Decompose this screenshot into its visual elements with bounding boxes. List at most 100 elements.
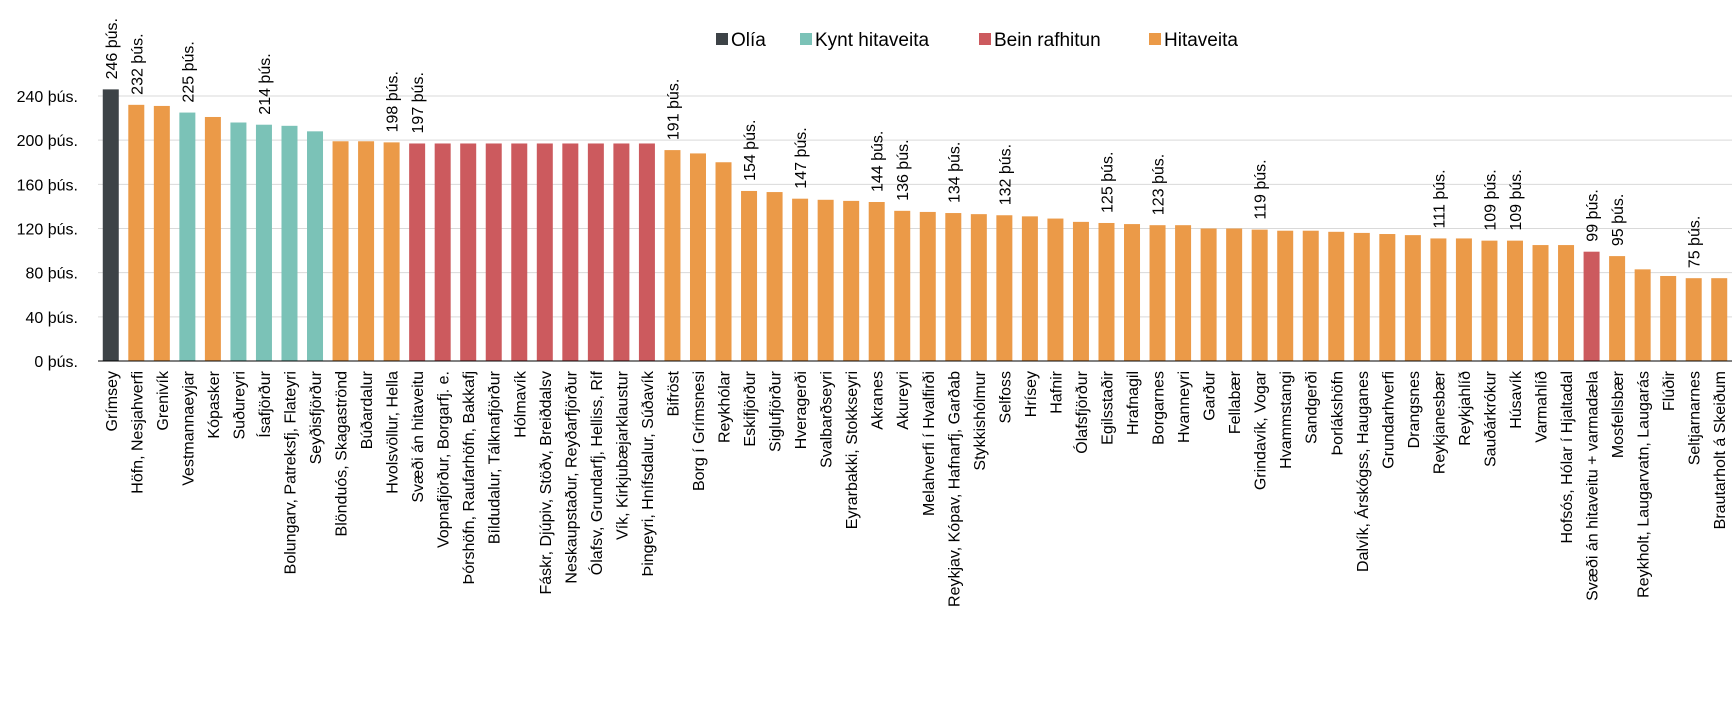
category-label: Reykhólar [717, 370, 734, 443]
category-label: Fáskr, Djúpiv, Stöðv, Breiðdalsv [538, 371, 555, 595]
category-label: Hvanneyri [1176, 371, 1193, 443]
legend-label: Kynt hitaveita [815, 30, 929, 51]
bar [1379, 234, 1396, 361]
category-label: Bifröst [665, 370, 682, 416]
bar [1430, 238, 1447, 361]
data-label: 214 þús. [257, 53, 274, 114]
bar [179, 112, 196, 361]
bar [102, 89, 119, 361]
bar [792, 198, 809, 361]
y-tick-label: 200 þús. [17, 133, 78, 150]
category-label: Þorlákshöfn [1329, 371, 1346, 456]
category-label: Blönduós, Skagaströnd [334, 371, 351, 536]
category-label: Seltjarnarnes [1687, 371, 1704, 465]
bar [1685, 278, 1702, 361]
category-label: Akureyri [895, 371, 912, 430]
bar [1404, 235, 1421, 361]
category-label: Höfn, Nesjahverfi [129, 371, 146, 494]
legend-label: Hitaveita [1164, 30, 1238, 51]
category-label: Húsavík [1508, 370, 1525, 429]
legend-label: Olía [731, 30, 766, 51]
bar [562, 143, 579, 361]
category-label: Bíldudalur, Tálknafjörður [487, 370, 504, 544]
category-label: Hvammstangi [1278, 371, 1295, 469]
category-label: Ólafsv, Grundarfj, Helliss, Rif [587, 370, 606, 575]
category-label: Þórshöfn, Raufarhöfn, Bakkafj [461, 371, 478, 584]
category-label: Svæði án hitaveitu + varmadæla [1585, 371, 1602, 601]
bar [153, 105, 170, 361]
category-label: Suðureyri [231, 371, 248, 439]
category-label: Reykjav, Kópav, Hafnarfj, Garðab [946, 371, 963, 607]
category-label: Svalbarðseyri [819, 371, 836, 468]
bar [128, 104, 145, 361]
bar [281, 125, 298, 361]
bar [255, 124, 272, 361]
bar [715, 162, 732, 361]
bar [970, 214, 987, 361]
category-label: Akranes [870, 371, 887, 430]
category-label: Vestmannaeyjar [180, 370, 197, 485]
category-label: Ólafsfjörður [1072, 370, 1091, 453]
category-label: Flúðir [1661, 370, 1678, 411]
category-label: Ísafjörður [255, 370, 274, 437]
category-label: Fellabær [1227, 370, 1244, 434]
bar [817, 199, 834, 361]
bar [638, 143, 655, 361]
bar [1149, 225, 1166, 361]
bar [204, 116, 221, 362]
category-label: Þingeyri, Hnífsdalur, Súðavík [640, 370, 657, 576]
data-label: 132 þús. [997, 144, 1014, 205]
data-label: 136 þús. [895, 139, 912, 200]
category-label: Vopnafjörður, Borgarfj. e. [436, 371, 453, 548]
category-label: Varmahlíð [1534, 371, 1551, 443]
data-label: 154 þús. [742, 120, 759, 181]
bar [1353, 232, 1370, 361]
category-label: Hveragerði [793, 371, 810, 449]
category-label: Sandgerði [1304, 371, 1321, 444]
category-label: Grímsey [104, 371, 121, 431]
bar [358, 141, 375, 361]
category-label: Hvolsvöllur, Hella [385, 371, 402, 494]
y-tick-label: 40 þús. [26, 310, 78, 327]
data-label: 144 þús. [870, 131, 887, 192]
bar [1634, 269, 1651, 361]
bar [1609, 256, 1626, 361]
category-label: Reykjanesbær [1431, 370, 1448, 474]
data-label: 109 þús. [1508, 169, 1525, 230]
data-label: 119 þús. [1253, 159, 1270, 219]
category-label: Stykkishólmur [972, 370, 989, 470]
legend-swatch [979, 33, 991, 45]
category-label: Egilsstaðir [1099, 370, 1116, 444]
data-label: 134 þús. [946, 142, 963, 203]
category-label: Grenivík [155, 370, 172, 431]
data-label: 123 þús. [1151, 154, 1168, 215]
y-tick-label: 0 þús. [34, 354, 78, 371]
bar [1481, 240, 1498, 361]
category-label: Búðardalur [359, 370, 376, 449]
category-label: Mosfellsbær [1610, 370, 1627, 458]
category-label: Sauðárkrókur [1482, 370, 1499, 467]
bar [511, 143, 528, 361]
bar [945, 213, 962, 361]
bar [1532, 245, 1549, 361]
bar [1455, 238, 1472, 361]
category-label: Grindavík, Vogar [1253, 370, 1270, 490]
legend-swatch [800, 33, 812, 45]
category-label: Reykholt, Laugarvatn, Laugarás [1636, 371, 1653, 598]
y-tick-label: 80 þús. [26, 266, 78, 283]
bar [1583, 251, 1600, 361]
bar [434, 143, 451, 361]
category-label: Hafnir [1048, 370, 1065, 413]
category-label: Eyrarbakki, Stokkseyri [844, 371, 861, 529]
data-label: 99 þús. [1585, 189, 1602, 241]
category-label: Eskifjörður [742, 370, 759, 446]
data-labels: 246 þús. 232 þús. 225 þús. 214 þús. 198 þús.… [104, 18, 1704, 268]
data-label: 75 þús. [1687, 216, 1704, 268]
bar [1302, 230, 1319, 361]
category-label: Drangsnes [1406, 371, 1423, 448]
bar [1226, 228, 1243, 361]
category-label: Neskaupstaður, Reyðarfjörður [563, 370, 580, 583]
bar [689, 153, 706, 361]
category-label: Reykjahlíð [1457, 371, 1474, 446]
